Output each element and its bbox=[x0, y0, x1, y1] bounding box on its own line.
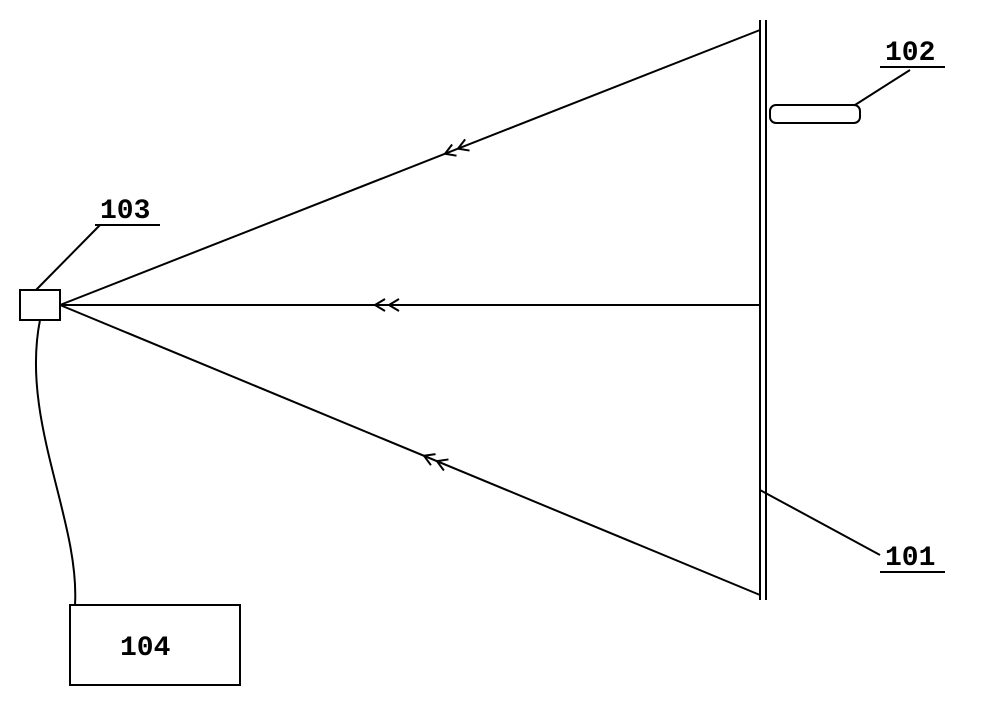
cable bbox=[36, 320, 75, 605]
camera-box bbox=[20, 290, 60, 320]
leader-101 bbox=[760, 490, 880, 555]
ray-top-arrow-r bbox=[445, 154, 457, 156]
leader-103 bbox=[36, 225, 100, 290]
label-102: 102 bbox=[885, 38, 935, 69]
ray-top bbox=[60, 30, 760, 305]
ray-top-arrow2-r bbox=[458, 149, 470, 151]
label-104: 104 bbox=[120, 633, 170, 664]
ray-bottom bbox=[60, 305, 760, 595]
label-103: 103 bbox=[100, 196, 150, 227]
label-101: 101 bbox=[885, 543, 935, 574]
light-pen bbox=[770, 105, 860, 123]
ray-bottom-arrow-l bbox=[424, 454, 436, 456]
leader-102 bbox=[855, 70, 910, 105]
ray-bottom-arrow2-l bbox=[437, 459, 449, 461]
